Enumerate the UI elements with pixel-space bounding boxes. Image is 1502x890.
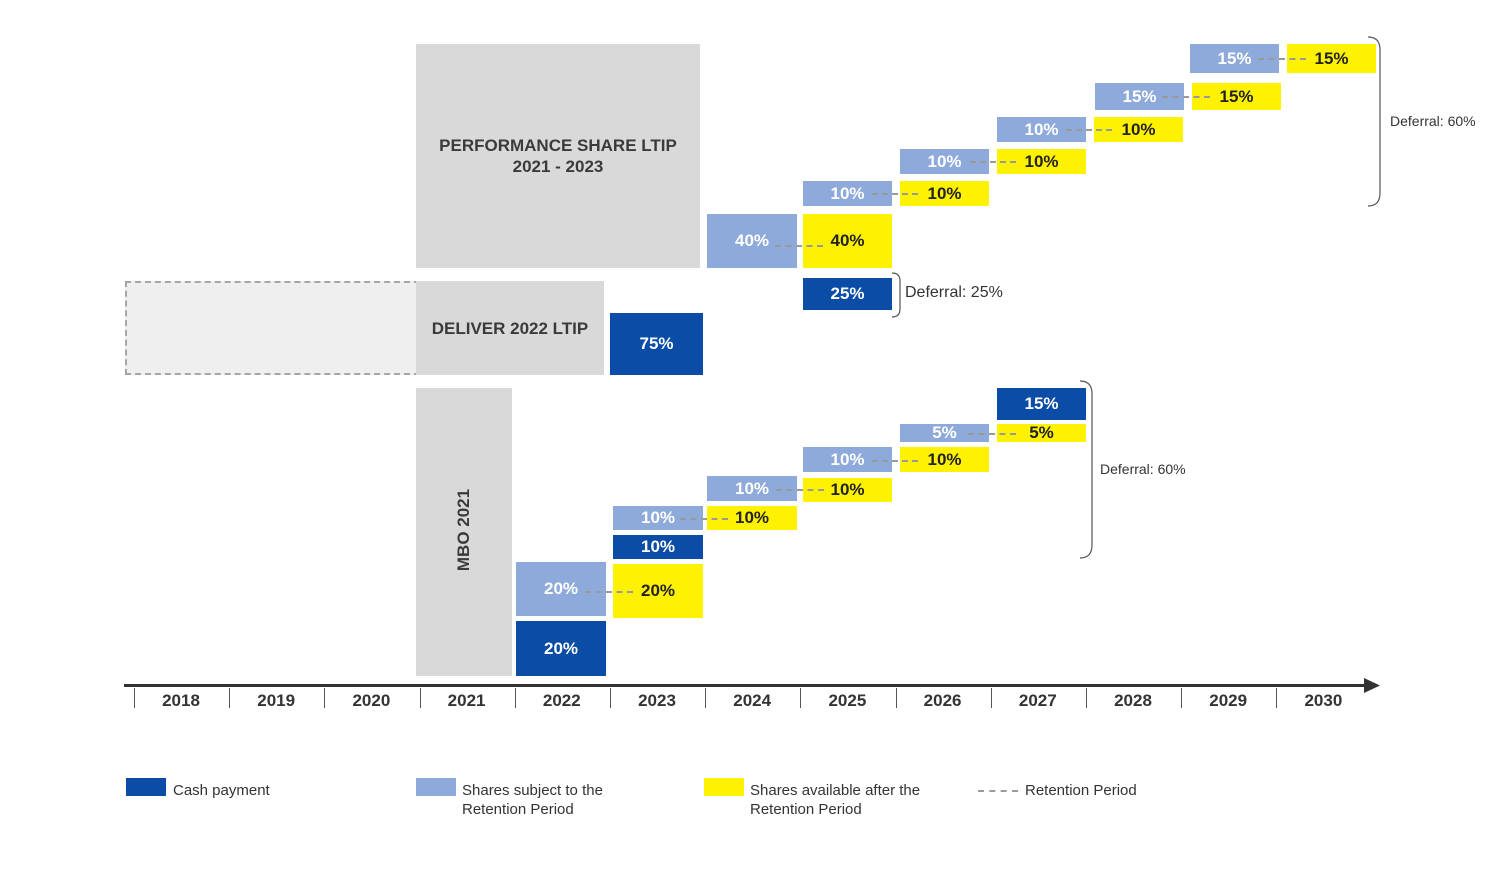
legend-cash-swatch: [126, 778, 166, 796]
year-label-2018: 2018: [162, 691, 200, 710]
mbo-shares-subject-2025: 10%: [803, 447, 892, 472]
mbo-cash-2023: 10%: [613, 535, 703, 559]
year-tick: [990, 688, 992, 708]
deferral-60-top-label: Deferral: 60%: [1390, 113, 1476, 129]
ps-shares-available-2025: 40%: [803, 214, 892, 268]
legend-shares-subject-swatch: [416, 778, 456, 796]
legend-retention-line: [978, 790, 1018, 792]
ps-retention-line-2027: [1066, 129, 1112, 131]
legend-cash-label: Cash payment: [173, 782, 270, 799]
year-label-2023: 2023: [638, 691, 676, 710]
deliver-cash-2023: 75%: [610, 313, 703, 375]
legend-shares-subject-label: Shares subject to the Retention Period: [462, 782, 603, 818]
ps-shares-available-2028: 10%: [1094, 117, 1183, 142]
year-tick: [705, 688, 707, 708]
mbo-retention-line-2022: [585, 591, 633, 593]
year-tick: [610, 688, 611, 708]
year-label-2021: 2021: [447, 691, 486, 710]
year-label-2026: 2026: [923, 691, 962, 710]
deliver-2022-ltip-box: DELIVER 2022 LTIP: [416, 281, 604, 375]
deliver-2022-prior-period: [125, 281, 420, 375]
year-tick: [1181, 688, 1183, 708]
year-tick: [1086, 688, 1087, 708]
year-label-2025: 2025: [828, 691, 867, 710]
deferral-60-top-brace: [1367, 36, 1381, 207]
mbo-retention-line-2026: [968, 433, 1016, 435]
ps-retention-line-2026: [970, 161, 1016, 163]
ps-retention-line-2028: [1162, 96, 1210, 98]
deferral-25-brace: [891, 272, 901, 318]
ps-retention-line-2025: [872, 193, 918, 195]
year-tick: [800, 688, 802, 708]
legend-shares-available-swatch: [704, 778, 744, 796]
mbo-shares-subject-2026: 5%: [900, 423, 989, 442]
year-label-2027: 2027: [1018, 691, 1057, 710]
ps-retention-line-2024: [775, 245, 823, 247]
ps-cash-2025: 25%: [803, 278, 892, 310]
mbo-shares-available-2023: 20%: [613, 564, 703, 618]
performance-share-ltip-box: PERFORMANCE SHARE LTIP 2021 - 2023: [416, 44, 700, 268]
year-tick: [419, 688, 421, 708]
ps-shares-subject-2024: 40%: [707, 214, 797, 268]
legend-retention-label: Retention Period: [1025, 782, 1137, 799]
ps-retention-line-2029: [1258, 58, 1306, 60]
mbo-retention-line-2025: [872, 460, 918, 462]
legend-shares-available-label: Shares available after the Retention Per…: [750, 782, 921, 818]
deferral-60-mbo-label: Deferral: 60%: [1100, 461, 1186, 477]
year-tick: [324, 688, 326, 708]
year-label-2024: 2024: [733, 691, 772, 710]
deferral-60-mbo-brace: [1079, 380, 1093, 559]
year-label-2030: 2030: [1304, 691, 1343, 710]
year-tick: [1276, 688, 1278, 708]
deferral-25-label: Deferral: 25%: [905, 284, 1003, 301]
year-tick: [514, 688, 516, 708]
year-label-2022: 2022: [542, 691, 581, 710]
mbo-shares-subject-2024: 10%: [707, 476, 797, 501]
mbo-cash-2022: 20%: [516, 621, 606, 676]
mbo-2021-label: MBO 2021: [454, 488, 473, 572]
timeline-arrowhead: [1364, 678, 1380, 693]
mbo-2021-box: [416, 388, 512, 676]
year-tick: [134, 688, 135, 708]
mbo-shares-available-2027: 5%: [997, 423, 1086, 442]
mbo-shares-subject-2022: 20%: [516, 562, 606, 616]
year-tick: [229, 688, 231, 708]
timeline-axis: [124, 684, 1368, 687]
year-label-2019: 2019: [257, 691, 296, 710]
year-label-2029: 2029: [1209, 691, 1248, 710]
mbo-shares-available-2026: 10%: [900, 447, 989, 472]
mbo-retention-line-2024: [776, 489, 824, 491]
year-label-2020: 2020: [352, 691, 391, 710]
mbo-cash-2027: 15%: [997, 388, 1086, 420]
year-label-2028: 2028: [1114, 691, 1152, 710]
mbo-retention-line-2023: [680, 518, 728, 520]
year-tick: [895, 688, 897, 708]
